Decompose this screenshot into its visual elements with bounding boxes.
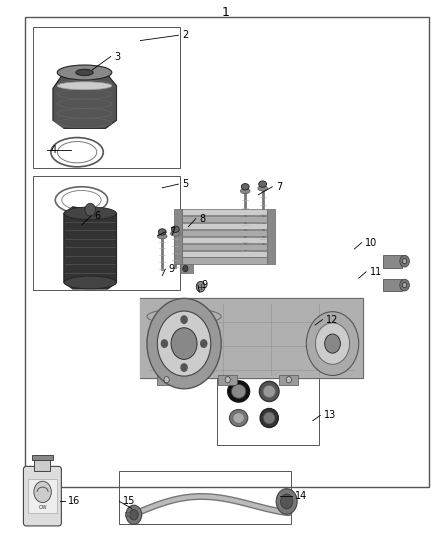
Ellipse shape: [64, 276, 117, 289]
Bar: [182, 216, 267, 222]
Circle shape: [225, 376, 230, 383]
Text: 16: 16: [68, 496, 81, 506]
Polygon shape: [141, 298, 363, 378]
Text: OW: OW: [38, 505, 47, 511]
Ellipse shape: [76, 69, 93, 76]
Circle shape: [34, 481, 51, 503]
Bar: [119, 471, 291, 524]
Ellipse shape: [147, 309, 221, 325]
Circle shape: [164, 376, 169, 383]
Ellipse shape: [400, 255, 410, 267]
Polygon shape: [53, 72, 117, 128]
Circle shape: [183, 265, 188, 272]
Text: 9: 9: [169, 264, 175, 274]
Ellipse shape: [241, 183, 249, 190]
Text: 12: 12: [326, 314, 338, 325]
Bar: [182, 209, 267, 215]
Ellipse shape: [400, 279, 410, 291]
Text: 1: 1: [222, 6, 230, 19]
Text: 13: 13: [324, 410, 336, 421]
Text: 15: 15: [123, 496, 135, 506]
Text: 4: 4: [51, 144, 57, 155]
Ellipse shape: [259, 181, 267, 187]
Bar: [28, 479, 57, 513]
Bar: [182, 230, 267, 236]
Ellipse shape: [258, 185, 268, 191]
Bar: [182, 244, 267, 250]
Text: 2: 2: [182, 30, 188, 41]
Ellipse shape: [240, 188, 250, 193]
Ellipse shape: [230, 409, 248, 426]
Text: 9: 9: [201, 280, 208, 290]
Ellipse shape: [231, 384, 246, 398]
Ellipse shape: [228, 381, 250, 402]
Ellipse shape: [64, 207, 117, 220]
Bar: [182, 237, 267, 243]
Text: 6: 6: [95, 211, 101, 221]
Circle shape: [325, 334, 340, 353]
Bar: [182, 257, 267, 264]
Ellipse shape: [260, 408, 279, 427]
Bar: [217, 368, 319, 445]
Circle shape: [85, 203, 95, 216]
Bar: [33, 27, 180, 168]
Text: 14: 14: [295, 491, 307, 501]
Ellipse shape: [259, 381, 279, 401]
Text: 10: 10: [365, 238, 378, 247]
Ellipse shape: [263, 385, 276, 398]
Polygon shape: [64, 207, 117, 289]
Bar: [125, 512, 130, 516]
Ellipse shape: [171, 226, 179, 232]
Text: 3: 3: [114, 52, 120, 61]
Text: 7: 7: [169, 227, 175, 237]
Bar: [34, 459, 50, 471]
FancyBboxPatch shape: [23, 466, 61, 526]
Circle shape: [281, 494, 293, 509]
Bar: [180, 264, 193, 273]
Circle shape: [276, 489, 297, 514]
Circle shape: [171, 328, 197, 359]
Bar: [279, 375, 298, 384]
Bar: [174, 208, 182, 264]
Circle shape: [286, 376, 291, 383]
Ellipse shape: [403, 259, 407, 264]
Circle shape: [196, 281, 205, 292]
Text: 11: 11: [370, 267, 382, 277]
Ellipse shape: [57, 65, 112, 80]
Ellipse shape: [158, 229, 166, 235]
Bar: [267, 208, 275, 264]
Circle shape: [306, 312, 359, 375]
Bar: [182, 251, 267, 257]
Bar: [157, 375, 176, 384]
Circle shape: [201, 340, 207, 348]
Bar: [218, 375, 237, 384]
Text: 8: 8: [199, 214, 205, 224]
Circle shape: [181, 316, 187, 324]
Ellipse shape: [57, 82, 112, 90]
Circle shape: [130, 510, 138, 520]
Bar: [182, 223, 267, 229]
Circle shape: [161, 340, 167, 348]
Bar: [383, 279, 403, 292]
Text: 5: 5: [182, 179, 188, 189]
Circle shape: [126, 505, 142, 524]
Text: 7: 7: [276, 182, 282, 192]
Bar: [32, 455, 53, 460]
Circle shape: [157, 311, 211, 376]
Ellipse shape: [264, 412, 275, 424]
Ellipse shape: [233, 413, 244, 423]
Ellipse shape: [157, 233, 167, 239]
Bar: [25, 17, 428, 487]
Circle shape: [315, 323, 350, 365]
Circle shape: [147, 298, 221, 389]
Bar: [33, 176, 180, 290]
Ellipse shape: [170, 231, 180, 236]
Circle shape: [181, 364, 187, 372]
Bar: [383, 255, 403, 268]
Ellipse shape: [403, 282, 407, 288]
